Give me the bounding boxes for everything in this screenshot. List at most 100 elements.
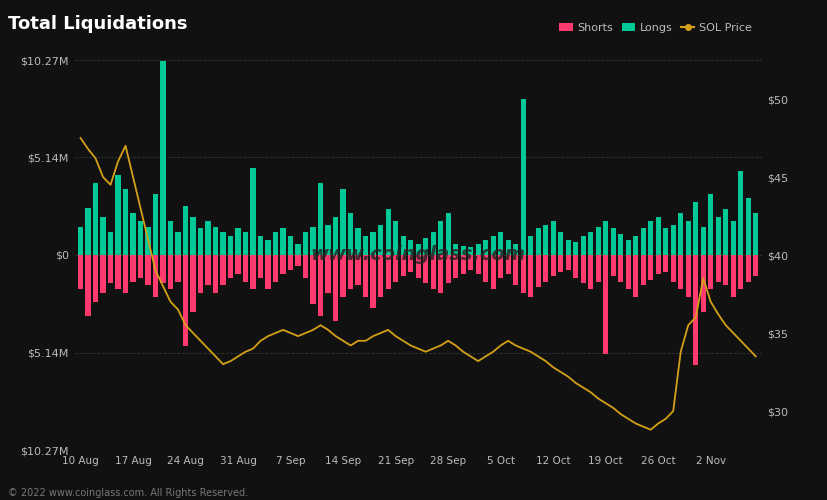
Bar: [362, 255, 368, 297]
Bar: [715, 255, 720, 281]
Bar: [85, 255, 90, 316]
Bar: [587, 232, 593, 255]
Bar: [332, 217, 337, 255]
Bar: [213, 255, 218, 293]
Bar: [655, 217, 660, 255]
Bar: [138, 221, 143, 255]
Bar: [227, 236, 233, 255]
Bar: [408, 240, 413, 255]
Bar: [220, 255, 226, 286]
Bar: [265, 240, 270, 255]
Bar: [115, 176, 121, 255]
Bar: [633, 236, 638, 255]
Bar: [213, 226, 218, 255]
Bar: [242, 232, 248, 255]
Bar: [227, 255, 233, 278]
Bar: [423, 238, 428, 255]
Bar: [505, 255, 510, 274]
Bar: [265, 255, 270, 289]
Bar: [745, 255, 750, 281]
Bar: [498, 232, 503, 255]
Bar: [692, 255, 697, 365]
Bar: [617, 234, 623, 255]
Bar: [513, 244, 518, 255]
Bar: [430, 232, 435, 255]
Bar: [648, 221, 653, 255]
Bar: [400, 236, 405, 255]
Bar: [362, 236, 368, 255]
Bar: [355, 228, 361, 255]
Bar: [609, 228, 615, 255]
Bar: [670, 224, 675, 255]
Bar: [633, 255, 638, 297]
Bar: [445, 255, 450, 284]
Bar: [280, 228, 285, 255]
Bar: [475, 244, 480, 255]
Bar: [85, 208, 90, 255]
Bar: [258, 255, 263, 278]
Bar: [273, 255, 278, 281]
Bar: [347, 255, 353, 289]
Bar: [729, 221, 735, 255]
Bar: [640, 255, 645, 286]
Bar: [190, 217, 195, 255]
Bar: [670, 255, 675, 281]
Bar: [415, 244, 420, 255]
Bar: [153, 255, 158, 297]
Bar: [115, 255, 121, 289]
Bar: [205, 221, 210, 255]
Bar: [378, 255, 383, 297]
Text: www.coinglass.com: www.coinglass.com: [310, 246, 525, 264]
Bar: [452, 255, 457, 278]
Bar: [325, 255, 330, 293]
Bar: [355, 255, 361, 286]
Bar: [677, 213, 682, 255]
Bar: [400, 255, 405, 276]
Bar: [415, 255, 420, 278]
Bar: [250, 255, 256, 289]
Bar: [378, 224, 383, 255]
Bar: [205, 255, 210, 286]
Bar: [729, 255, 735, 297]
Bar: [146, 226, 151, 255]
Bar: [692, 202, 697, 255]
Bar: [131, 213, 136, 255]
Bar: [325, 224, 330, 255]
Bar: [490, 255, 495, 289]
Bar: [273, 232, 278, 255]
Bar: [347, 213, 353, 255]
Bar: [513, 255, 518, 286]
Bar: [700, 226, 705, 255]
Bar: [242, 255, 248, 281]
Bar: [288, 255, 293, 270]
Bar: [100, 255, 106, 293]
Bar: [580, 255, 586, 284]
Bar: [700, 255, 705, 312]
Bar: [745, 198, 750, 255]
Bar: [452, 244, 457, 255]
Bar: [198, 228, 203, 255]
Bar: [78, 255, 83, 289]
Bar: [572, 255, 577, 278]
Bar: [543, 255, 547, 281]
Bar: [520, 255, 525, 293]
Text: Total Liquidations: Total Liquidations: [8, 15, 188, 33]
Bar: [198, 255, 203, 293]
Bar: [370, 255, 375, 308]
Bar: [78, 226, 83, 255]
Bar: [408, 255, 413, 272]
Bar: [318, 255, 323, 316]
Bar: [640, 228, 645, 255]
Bar: [475, 255, 480, 274]
Bar: [108, 232, 113, 255]
Bar: [565, 255, 570, 270]
Bar: [535, 255, 540, 288]
Bar: [572, 242, 577, 255]
Bar: [168, 221, 173, 255]
Bar: [543, 224, 547, 255]
Text: © 2022 www.coinglass.com. All Rights Reserved.: © 2022 www.coinglass.com. All Rights Res…: [8, 488, 248, 498]
Bar: [587, 255, 593, 289]
Bar: [131, 255, 136, 281]
Bar: [737, 255, 743, 289]
Bar: [430, 255, 435, 289]
